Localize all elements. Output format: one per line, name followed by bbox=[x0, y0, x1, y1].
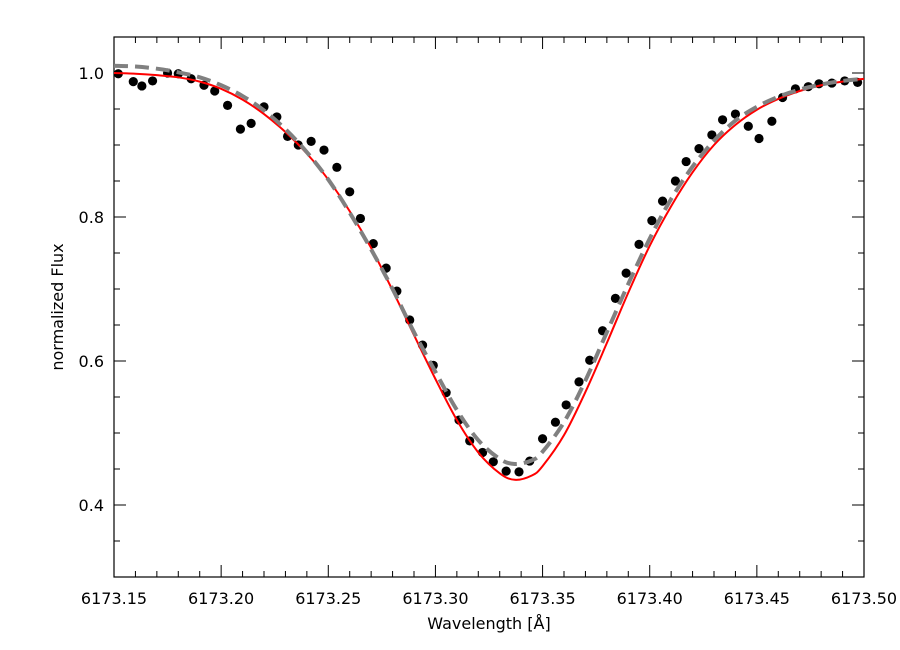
data-point bbox=[634, 239, 644, 249]
data-point bbox=[501, 466, 511, 476]
data-point bbox=[670, 176, 681, 186]
data-point bbox=[610, 293, 621, 303]
axis-ticks bbox=[113, 36, 865, 578]
plot-frame bbox=[113, 36, 865, 578]
x-tick-label: 6173.35 bbox=[509, 589, 575, 608]
data-point bbox=[235, 124, 246, 134]
data-point bbox=[537, 434, 548, 444]
y-tick-label: 1.0 bbox=[79, 64, 104, 83]
data-point bbox=[754, 133, 764, 144]
x-axis-title: Wavelength [Å] bbox=[427, 614, 550, 633]
y-tick-label: 0.4 bbox=[79, 496, 104, 515]
data-point bbox=[222, 100, 233, 110]
data-point bbox=[137, 81, 147, 91]
data-point bbox=[355, 213, 366, 224]
x-tick-label: 6173.45 bbox=[724, 589, 790, 608]
data-point bbox=[332, 162, 342, 172]
x-tick-label: 6173.50 bbox=[831, 589, 897, 608]
data-point bbox=[647, 216, 657, 226]
series-1-line bbox=[113, 72, 865, 481]
data-point bbox=[210, 86, 220, 96]
data-point bbox=[306, 136, 316, 146]
data-point bbox=[488, 457, 498, 467]
solid-model-line bbox=[113, 72, 865, 481]
data-point bbox=[561, 400, 571, 410]
series-0-scatter bbox=[113, 68, 863, 477]
data-point bbox=[550, 417, 561, 427]
axis-tick-labels: 6173.15 6173.20 6173.25 6173.30 6173.35 6173.… bbox=[79, 64, 898, 608]
data-point bbox=[657, 196, 668, 206]
data-point bbox=[681, 156, 691, 167]
x-tick-label: 6173.30 bbox=[402, 589, 468, 608]
x-tick-label: 6173.40 bbox=[617, 589, 683, 608]
data-point bbox=[767, 116, 777, 126]
y-tick-label: 0.6 bbox=[79, 352, 104, 371]
dashed-model-line bbox=[113, 63, 865, 466]
y-axis-title: normalized Flux bbox=[48, 243, 67, 370]
data-point bbox=[147, 76, 158, 86]
data-series bbox=[113, 63, 865, 481]
x-tick-label: 6173.25 bbox=[295, 589, 361, 608]
data-point bbox=[621, 268, 631, 278]
data-point bbox=[707, 130, 717, 140]
data-point bbox=[717, 115, 728, 125]
y-tick-label: 0.8 bbox=[79, 208, 104, 227]
data-point bbox=[345, 187, 355, 197]
data-point bbox=[128, 77, 138, 87]
data-point bbox=[585, 355, 595, 365]
data-point bbox=[319, 145, 329, 155]
data-point bbox=[246, 118, 256, 128]
series-2-line bbox=[113, 63, 865, 466]
x-tick-label: 6173.20 bbox=[188, 589, 254, 608]
data-point bbox=[694, 144, 704, 154]
data-point bbox=[743, 121, 753, 131]
data-point bbox=[574, 377, 584, 387]
data-point bbox=[514, 467, 524, 477]
x-tick-label: 6173.15 bbox=[81, 589, 147, 608]
